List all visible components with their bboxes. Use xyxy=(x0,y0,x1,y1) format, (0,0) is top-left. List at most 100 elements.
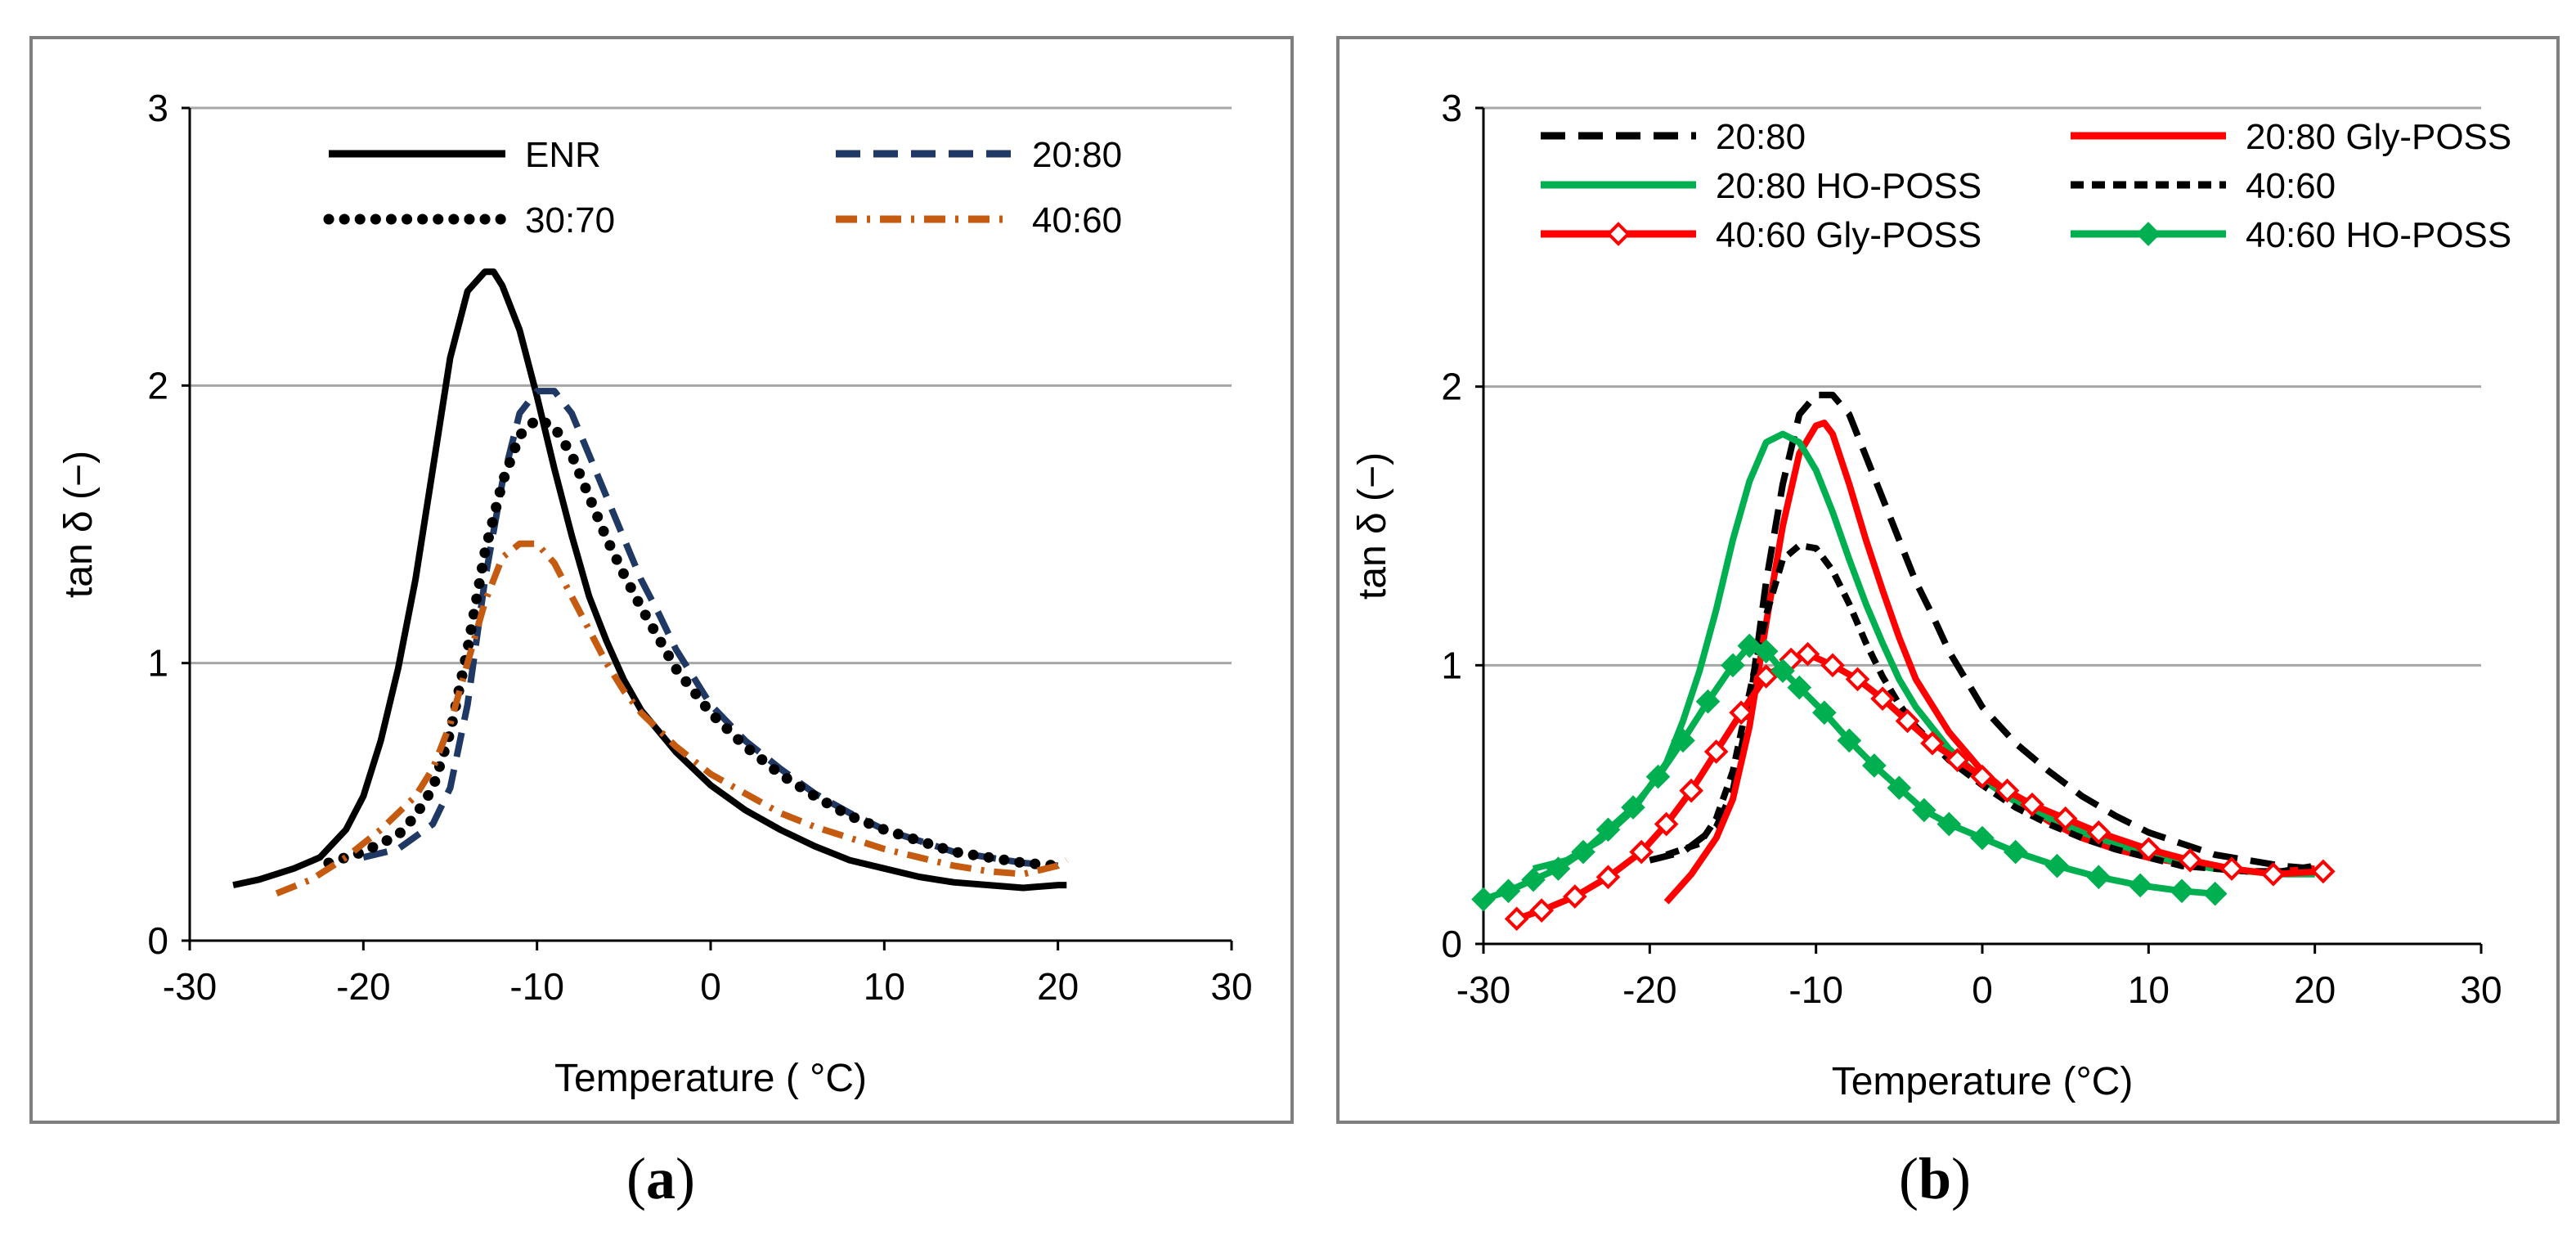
data-point xyxy=(2128,873,2152,898)
data-point xyxy=(2311,859,2336,884)
data-point xyxy=(1795,641,1820,667)
x-tick-label: 0 xyxy=(700,965,721,1008)
data-point xyxy=(1995,778,2020,803)
y-tick-label: 0 xyxy=(1441,923,1462,965)
data-point xyxy=(1496,878,1521,904)
legend-label: 20:80 HO-POSS xyxy=(1716,166,1981,206)
data-point xyxy=(1679,778,1703,803)
data-point xyxy=(2020,792,2044,817)
data-point xyxy=(1645,764,1671,789)
data-point xyxy=(1595,865,1621,890)
chart-a-svg: 0 1 2 3 -30 -20 -10 0 10 20 30 Temperature ( °C) tan… xyxy=(29,36,1294,1124)
data-point xyxy=(1529,898,1554,923)
x-tick-label: 20 xyxy=(2294,968,2336,1011)
caption-a-label: a xyxy=(645,1146,675,1211)
data-point xyxy=(2086,865,2112,890)
legend-label: 40:60 Gly-POSS xyxy=(1716,215,1981,255)
series-3 xyxy=(275,540,1069,897)
data-point xyxy=(1920,730,1945,756)
y-tick-label: 2 xyxy=(147,364,168,407)
y-tick-label: 3 xyxy=(147,87,168,129)
data-point xyxy=(1621,795,1645,820)
series-line xyxy=(1649,391,2316,872)
data-point xyxy=(1862,753,1887,778)
data-point xyxy=(2086,820,2112,845)
y-tick-label: 2 xyxy=(1441,366,1462,408)
data-point xyxy=(1703,739,1729,764)
y-tick-label: 1 xyxy=(1441,644,1462,686)
series-5 xyxy=(1471,633,2228,912)
legend-label: 40:60 xyxy=(1032,200,1122,240)
data-point xyxy=(1753,639,1779,664)
chart-panel-a: 0 1 2 3 -30 -20 -10 0 10 20 30 Temperature ( °C) tan… xyxy=(29,36,1294,1124)
data-point xyxy=(1671,728,1695,753)
series-line xyxy=(275,540,1069,897)
x-tick-label: 0 xyxy=(1972,968,1993,1011)
data-point xyxy=(1895,708,1920,734)
x-tick-label: -20 xyxy=(1622,968,1676,1011)
data-point xyxy=(1546,856,1571,881)
data-point xyxy=(2053,806,2078,831)
data-point xyxy=(1729,700,1753,726)
x-tick-label: -10 xyxy=(509,965,563,1008)
y-tick-label: 3 xyxy=(1441,87,1462,129)
data-point xyxy=(2202,881,2228,906)
legend-label: 20:80 xyxy=(1716,117,1806,157)
chart-b-svg: 0 1 2 3 -30 -20 -10 0 10 20 30 Temperature (°C) tan … xyxy=(1336,36,2560,1124)
data-point xyxy=(1770,658,1795,683)
legend-label: 20:80 xyxy=(1032,135,1122,175)
data-point xyxy=(1737,633,1762,658)
data-point xyxy=(2170,878,2194,904)
data-point xyxy=(2178,847,2202,873)
series-line xyxy=(232,268,1067,892)
data-point xyxy=(1753,664,1779,689)
series-5-legend-marker xyxy=(2136,222,2161,246)
caption-a: (a) xyxy=(626,1146,695,1211)
data-point xyxy=(1721,653,1745,678)
data-point xyxy=(1812,700,1837,726)
series-0 xyxy=(1649,391,2316,872)
data-point xyxy=(1970,825,1995,851)
data-point xyxy=(1887,775,1912,801)
data-point xyxy=(2219,856,2244,881)
y-axis-label: tan δ (−) xyxy=(1351,452,1394,600)
series-line xyxy=(323,413,1064,871)
data-point xyxy=(1563,884,1587,909)
y-axis-label: tan δ (−) xyxy=(57,451,101,598)
x-tick-label: -30 xyxy=(1456,968,1510,1011)
data-point xyxy=(1820,653,1845,678)
data-point xyxy=(1654,811,1679,837)
data-point xyxy=(1970,764,1995,789)
data-point xyxy=(2003,839,2028,865)
data-point xyxy=(1595,817,1621,842)
x-tick-label: 30 xyxy=(2460,968,2502,1011)
x-axis-label: Temperature (°C) xyxy=(1832,1060,2134,1103)
legend-label: 20:80 Gly-POSS xyxy=(2246,117,2511,157)
legend: ENR 20:80 30:70 40:60 xyxy=(323,135,1122,240)
series-4 xyxy=(1504,641,2336,932)
data-point xyxy=(2261,862,2286,887)
caption-b: (b) xyxy=(1899,1146,1972,1211)
x-tick-label: 10 xyxy=(2128,968,2170,1011)
x-tick-label: 10 xyxy=(864,965,905,1008)
series-4-legend-marker xyxy=(1606,222,1631,246)
caption-b-label: b xyxy=(1918,1146,1952,1211)
data-point xyxy=(1845,667,1870,692)
x-tick-label: 20 xyxy=(1037,965,1079,1008)
y-tick-label: 1 xyxy=(147,642,168,685)
series-3 xyxy=(1665,541,2316,875)
legend-label: 40:60 xyxy=(2246,166,2336,206)
legend-label: 40:60 HO-POSS xyxy=(2246,215,2511,255)
data-point xyxy=(1787,675,1812,700)
data-point xyxy=(1471,887,1496,912)
x-tick-label: -30 xyxy=(163,965,217,1008)
data-point xyxy=(1912,797,1936,823)
data-point xyxy=(1936,811,1962,837)
legend: 20:80 20:80 Gly-POSS 20:80 HO-POSS 40:60 40:… xyxy=(1541,117,2511,255)
data-point xyxy=(2044,853,2070,878)
chart-frame xyxy=(1336,36,2560,1124)
data-point xyxy=(1504,906,1529,932)
chart-panel-b: 0 1 2 3 -30 -20 -10 0 10 20 30 Temperature (°C) tan … xyxy=(1336,36,2560,1124)
series-line xyxy=(1482,642,2216,903)
y-tick-label: 0 xyxy=(147,919,168,962)
